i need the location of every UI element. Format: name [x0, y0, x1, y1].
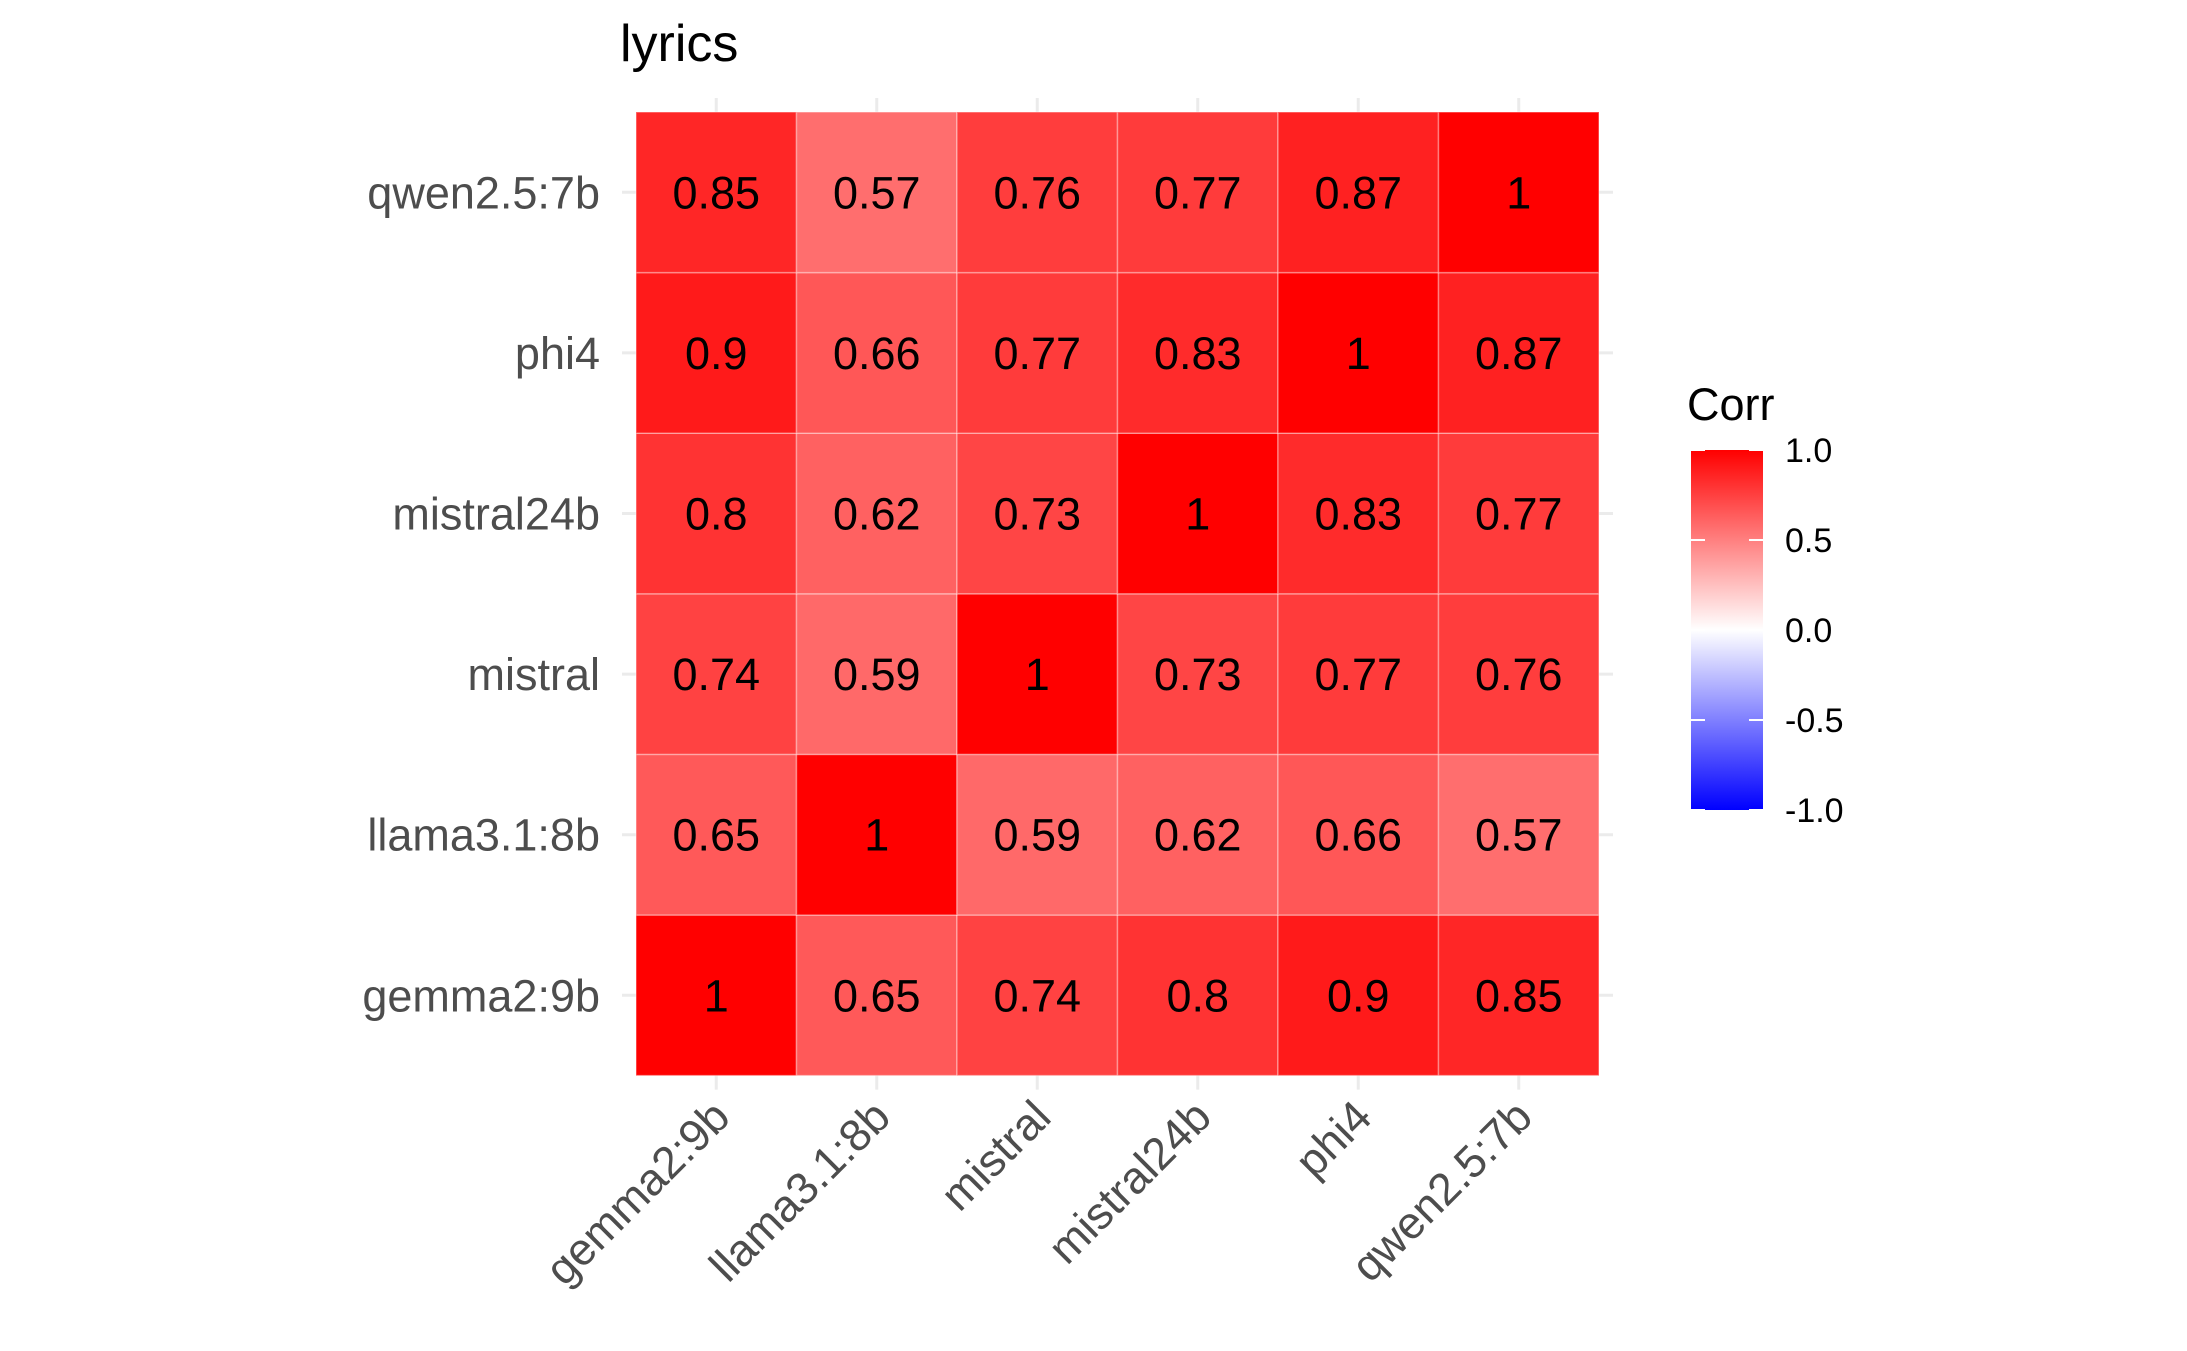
cell-value-label: 1: [1185, 489, 1210, 540]
cell-value-label: 0.59: [993, 810, 1081, 861]
cell-value-label: 0.62: [1154, 810, 1242, 861]
y-tick-label: phi4: [515, 328, 600, 379]
cell-value-label: 0.59: [833, 649, 921, 700]
cell-value-label: 0.77: [993, 328, 1081, 379]
heatmap-cell: [956, 593, 1119, 756]
cell-value-label: 1: [1025, 649, 1050, 700]
heatmap-cell: [795, 432, 958, 595]
cell-value-label: 0.9: [685, 328, 748, 379]
heatmap-cell: [1277, 753, 1440, 916]
heatmap-cell: [1437, 271, 1600, 434]
cell-value-label: 0.77: [1475, 489, 1563, 540]
cell-value-label: 0.65: [833, 970, 921, 1021]
cell-value-label: 0.8: [685, 489, 748, 540]
heatmap-cell: [635, 753, 798, 916]
heatmap-cell: [1277, 914, 1440, 1077]
heatmap-cell: [1277, 111, 1440, 274]
heatmap-cell: [795, 753, 958, 916]
cell-value-label: 1: [1506, 167, 1531, 218]
cell-value-label: 1: [1346, 328, 1371, 379]
cell-value-label: 0.62: [833, 489, 921, 540]
heatmap-cell: [956, 111, 1119, 274]
cell-value-label: 0.66: [833, 328, 921, 379]
cell-value-labels: 1 0.65 0.74 0.8 0.9 0.85 0.65 1 0.59 0.62 0.66 0.57…: [672, 167, 1562, 1021]
cell-value-label: 0.9: [1327, 970, 1390, 1021]
cell-value-label: 0.57: [1475, 810, 1563, 861]
heatmap-cell: [795, 914, 958, 1077]
heatmap-cell: [1116, 432, 1279, 595]
cell-value-label: 0.65: [672, 810, 760, 861]
heatmap-cell: [795, 271, 958, 434]
cell-value-label: 0.87: [1314, 167, 1402, 218]
cell-value-label: 0.76: [993, 167, 1081, 218]
y-tick-label: mistral24b: [392, 489, 600, 540]
cell-value-label: 0.57: [833, 167, 921, 218]
heatmap-cell: [1437, 593, 1600, 756]
heatmap-cells: [635, 111, 1600, 1077]
heatmap-cell: [1277, 271, 1440, 434]
y-axis-tick-labels: gemma2:9b llama3.1:8b mistral mistral24b phi…: [362, 167, 600, 1021]
cell-value-label: 1: [704, 970, 729, 1021]
legend-title: Corr: [1687, 379, 1775, 430]
cell-value-label: 0.66: [1314, 810, 1402, 861]
heatmap-cell: [1277, 432, 1440, 595]
legend-tick-label: -1.0: [1785, 792, 1844, 830]
y-tick-label: mistral: [468, 649, 601, 700]
cell-value-label: 0.77: [1314, 649, 1402, 700]
cell-value-label: 0.77: [1154, 167, 1242, 218]
x-tick-label: phi4: [1285, 1091, 1381, 1187]
heatmap-cell: [635, 914, 798, 1077]
heatmap-cell: [795, 111, 958, 274]
legend-tick-label: 0.0: [1785, 612, 1832, 650]
legend-tick-label: 1.0: [1785, 432, 1832, 470]
color-legend: Corr 1.0 0.5 0.0 -0.5 -1.0: [1687, 379, 1844, 830]
chart-title: lyrics: [620, 15, 738, 73]
cell-value-label: 0.87: [1475, 328, 1563, 379]
cell-value-label: 0.74: [672, 649, 760, 700]
cell-value-label: 0.85: [1475, 970, 1563, 1021]
x-tick-label: mistral: [931, 1091, 1061, 1221]
heatmap-cell: [956, 271, 1119, 434]
x-tick-label: mistral24b: [1038, 1091, 1221, 1274]
heatmap-cell: [1437, 753, 1600, 916]
cell-value-label: 0.83: [1314, 489, 1402, 540]
cell-value-label: 0.83: [1154, 328, 1242, 379]
heatmap-cell: [795, 593, 958, 756]
heatmap-cell: [635, 111, 798, 274]
cell-value-label: 0.85: [672, 167, 760, 218]
y-tick-label: gemma2:9b: [362, 970, 600, 1021]
heatmap-cell: [1116, 593, 1279, 756]
heatmap-cell: [1116, 753, 1279, 916]
heatmap-cell: [1437, 914, 1600, 1077]
cell-value-label: 0.73: [993, 489, 1081, 540]
heatmap-cell: [635, 593, 798, 756]
heatmap-cell: [635, 432, 798, 595]
legend-ticks: 1.0 0.5 0.0 -0.5 -1.0: [1691, 432, 1844, 830]
cell-value-label: 0.74: [993, 970, 1081, 1021]
cell-value-label: 0.73: [1154, 649, 1242, 700]
y-tick-label: llama3.1:8b: [367, 810, 600, 861]
cell-value-label: 0.76: [1475, 649, 1563, 700]
heatmap-cell: [1437, 111, 1600, 274]
heatmap-cell: [956, 432, 1119, 595]
cell-value-label: 1: [864, 810, 889, 861]
heatmap-cell: [1437, 432, 1600, 595]
legend-tick-label: 0.5: [1785, 522, 1832, 560]
legend-tick-label: -0.5: [1785, 702, 1844, 740]
cell-value-label: 0.8: [1166, 970, 1229, 1021]
heatmap-cell: [1277, 593, 1440, 756]
y-tick-label: qwen2.5:7b: [367, 167, 600, 218]
